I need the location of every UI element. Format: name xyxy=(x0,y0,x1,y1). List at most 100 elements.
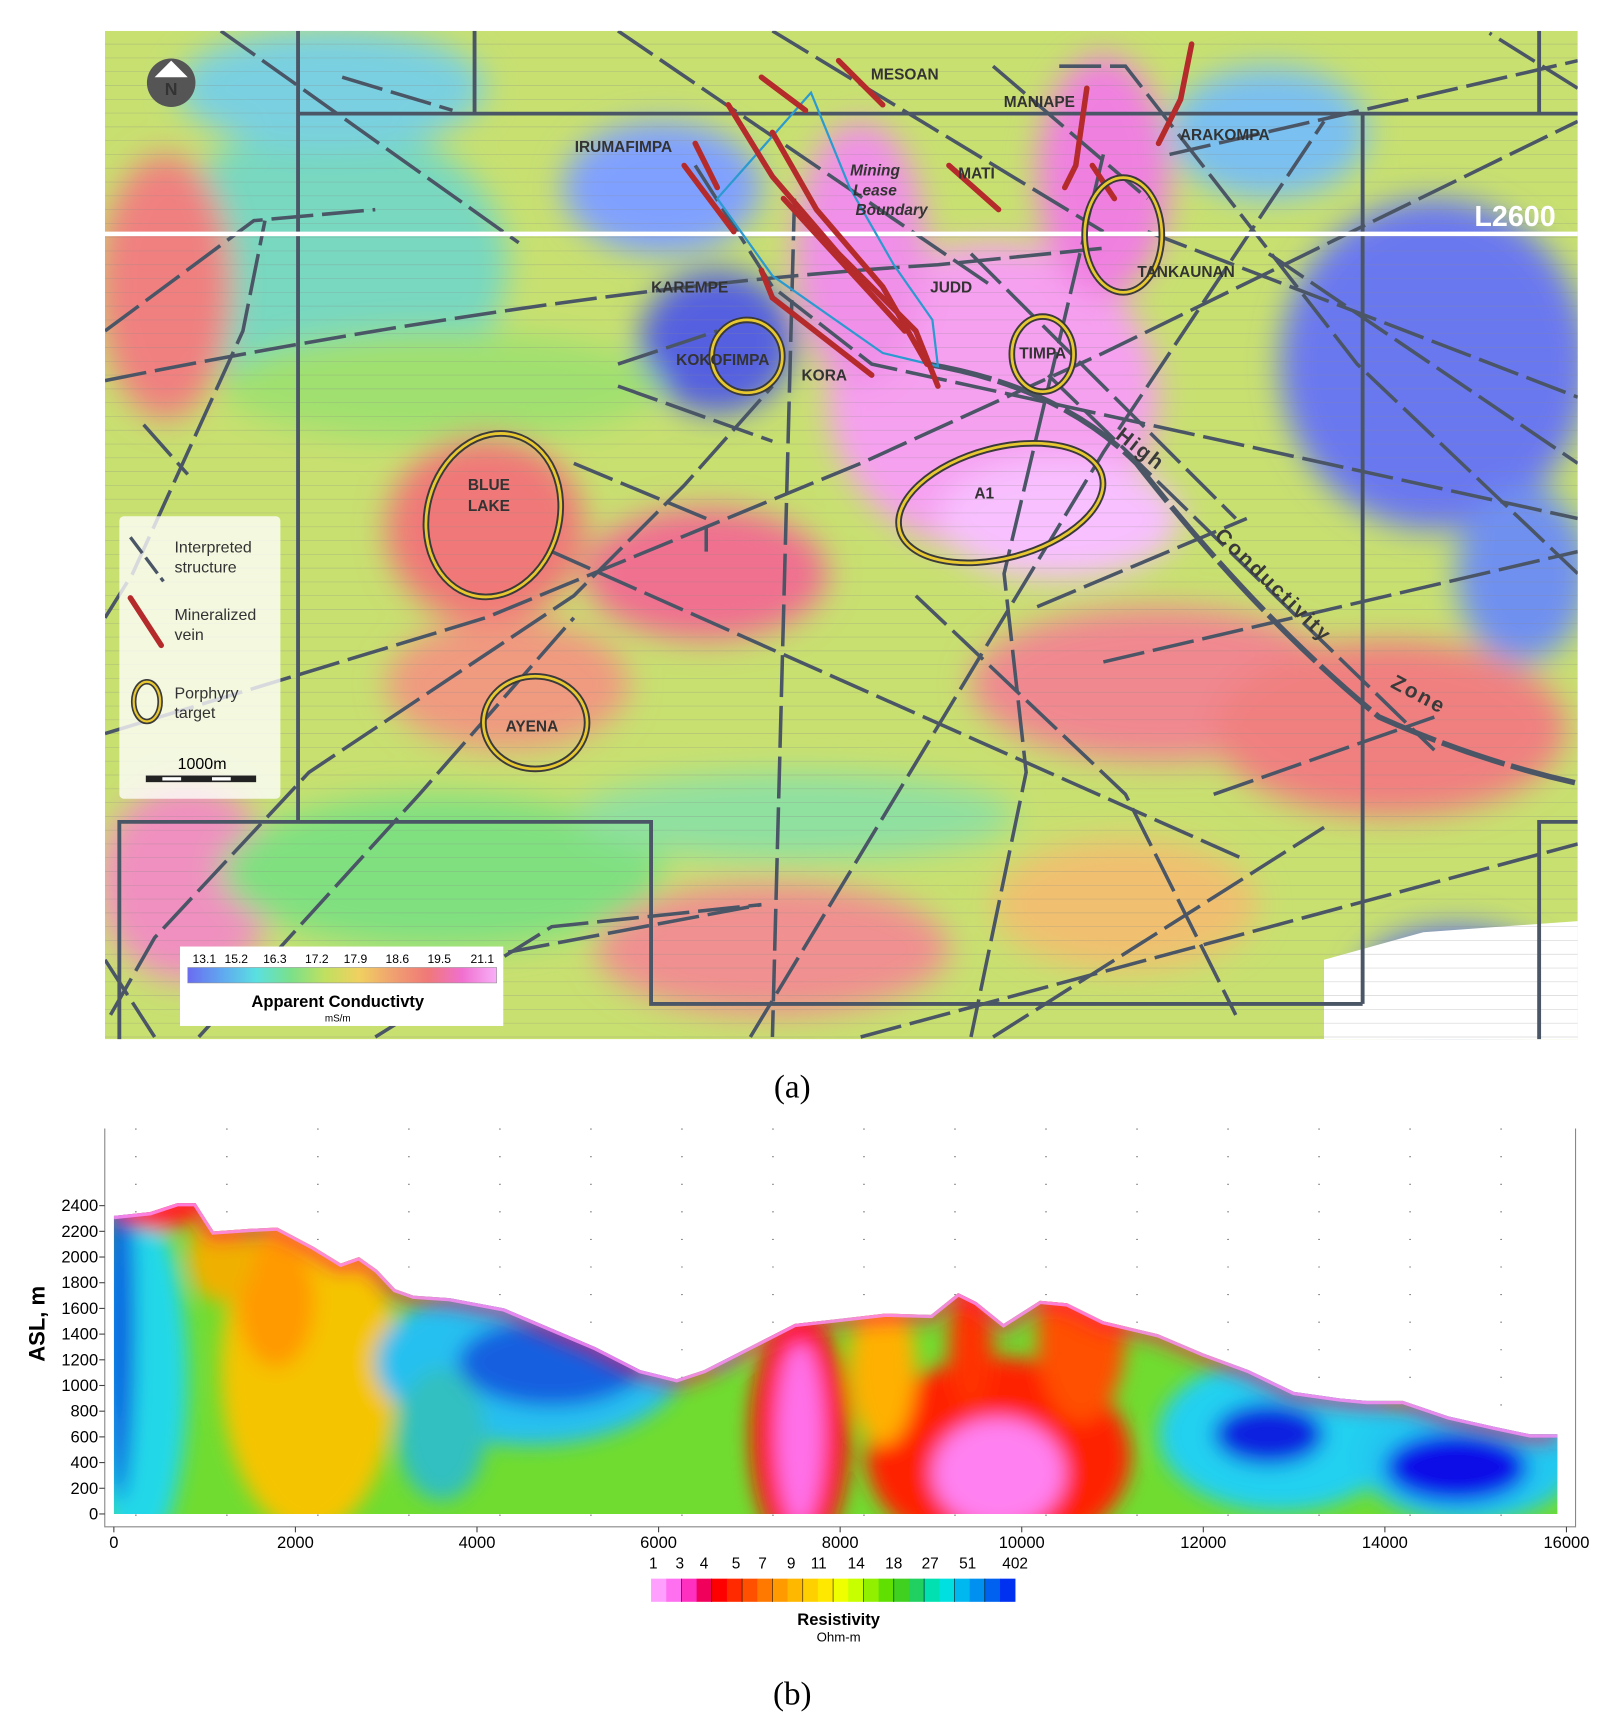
colorbar xyxy=(187,967,497,984)
lease-label: Boundary xyxy=(856,202,929,219)
field-blob xyxy=(220,330,663,442)
y-tick-label: 1600 xyxy=(61,1299,98,1318)
target-label: BLUE xyxy=(468,477,510,494)
y-tick-label: 1000 xyxy=(61,1376,98,1395)
interpreted-structure xyxy=(1213,715,1435,796)
interpreted-structure xyxy=(1036,516,1248,609)
target-label: A1 xyxy=(974,486,994,503)
interpreted-structure xyxy=(992,825,1325,1039)
mineralized-vein xyxy=(769,295,875,378)
colorbar-cell xyxy=(711,1578,728,1602)
field-blob xyxy=(993,838,1258,971)
legend-label: Interpreted xyxy=(174,540,251,557)
colorbar-tick-label: 14 xyxy=(848,1556,866,1573)
interpreted-structure xyxy=(1488,31,1578,90)
field-blob xyxy=(113,1203,188,1514)
legend-label: target xyxy=(174,705,215,722)
colorbar-cell xyxy=(787,1578,804,1602)
interpreted-structure xyxy=(551,549,1248,863)
mineralized-vein xyxy=(1062,85,1090,191)
colorbar-cell xyxy=(908,1578,925,1602)
field-blob xyxy=(176,30,486,149)
scale-bar xyxy=(145,775,257,783)
colorbar-cell xyxy=(878,1578,895,1602)
field-blob xyxy=(237,1235,315,1368)
field-blob xyxy=(562,121,762,254)
x-tick-label: 16000 xyxy=(1543,1533,1589,1552)
interpreted-structure xyxy=(616,30,995,289)
colorbar-cell xyxy=(893,1578,910,1602)
mineralized-vein xyxy=(1155,41,1195,147)
y-tick-label: 800 xyxy=(71,1402,99,1421)
colorbar-tick-label: 51 xyxy=(959,1556,976,1573)
colorbar-cell xyxy=(833,1578,849,1602)
colorbar-cell xyxy=(757,1578,773,1602)
porphyry-target xyxy=(482,674,589,771)
interpreted-structure xyxy=(142,423,190,476)
conductivity-zone-trace xyxy=(926,361,1578,786)
colorbar-tick-label: 18.6 xyxy=(386,952,410,966)
y-tick-label: 0 xyxy=(89,1504,98,1523)
interpreted-structure xyxy=(969,154,1106,1038)
lease-label: Lease xyxy=(853,182,897,199)
interpreted-structure xyxy=(617,384,774,443)
x-tick-label: 0 xyxy=(109,1533,118,1552)
y-tick-label: 1200 xyxy=(61,1350,98,1369)
colorbar-cell xyxy=(696,1578,713,1602)
colorbar-tick-label: 18 xyxy=(885,1556,902,1573)
colorbar-tick-label: 402 xyxy=(1002,1556,1028,1573)
conductivity-field xyxy=(104,30,1578,1037)
colorbar-cell xyxy=(924,1578,940,1602)
interpreted-structure xyxy=(1169,58,1578,157)
interpreted-structure xyxy=(219,30,520,245)
x-tick-label: 14000 xyxy=(1362,1533,1408,1552)
boundary xyxy=(117,819,1363,1040)
colorbar-cell xyxy=(817,1578,834,1602)
target-label: AYENA xyxy=(506,718,559,735)
field-blob xyxy=(138,1136,193,1191)
legend-structure-symbol xyxy=(129,536,165,583)
y-tick-label: 1400 xyxy=(61,1325,98,1344)
legend-target-symbol xyxy=(132,680,162,723)
colorbar-cell xyxy=(863,1578,879,1602)
legend-label: Porphyry xyxy=(174,685,238,702)
mineralized-vein xyxy=(692,140,721,191)
mineralized-vein xyxy=(725,102,941,389)
field-blob xyxy=(775,1340,825,1514)
target-label: IRUMAFIMPA xyxy=(575,139,672,156)
mineralized-vein xyxy=(758,267,776,301)
mineralized-vein xyxy=(758,74,809,114)
field-blob xyxy=(1456,485,1578,662)
y-tick-label: 2000 xyxy=(61,1248,98,1267)
x-tick-label: 2000 xyxy=(277,1533,314,1552)
field-blob xyxy=(113,1203,135,1501)
colorbar-cell xyxy=(984,1578,1001,1602)
interpreted-structure xyxy=(104,246,1104,383)
interpreted-structure xyxy=(770,198,797,1038)
map-panel xyxy=(104,30,1578,1040)
field-blob xyxy=(187,1213,254,1302)
target-label: KORA xyxy=(802,368,847,385)
field-blob xyxy=(104,154,232,420)
colorbar-cell xyxy=(772,1578,788,1602)
field-blob xyxy=(595,882,949,1015)
x-tick-label: 6000 xyxy=(640,1533,677,1552)
colorbar-tick-label: 11 xyxy=(811,1556,827,1573)
y-tick-label: 2400 xyxy=(61,1196,98,1215)
colorbar-cell xyxy=(666,1578,682,1602)
colorbar-box xyxy=(180,946,504,1026)
target-label: TANKAUNAN xyxy=(1137,264,1234,281)
field-blob xyxy=(573,772,1016,861)
colorbar-tick-label: 1 xyxy=(649,1556,658,1573)
colorbar-unit: Ohm-m xyxy=(817,1630,861,1645)
field-blob xyxy=(937,457,1181,580)
field-blob xyxy=(1213,1403,1325,1466)
section-panel: 0 2000 4000 6000 8000 10000 12000 14000 16000020… xyxy=(24,1128,1589,1712)
colorbar-tick-label: 15.2 xyxy=(224,952,248,966)
porphyry-target xyxy=(897,441,1105,565)
colorbar-tick-label: 3 xyxy=(675,1556,684,1573)
interpreted-structure xyxy=(914,594,1238,1016)
colorbar-tick-label: 4 xyxy=(700,1556,709,1573)
interpreted-structure xyxy=(104,207,376,333)
